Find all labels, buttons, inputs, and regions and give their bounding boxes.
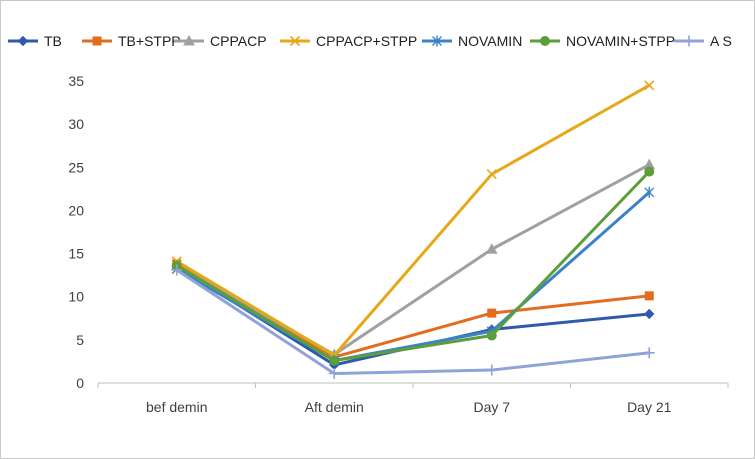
y-tick-label: 20 (68, 202, 84, 218)
legend-swatch-marker (540, 36, 550, 46)
legend-swatch-marker (183, 34, 195, 46)
data-point (487, 308, 497, 318)
series-line (175, 83, 651, 357)
data-point (328, 368, 340, 380)
legend-item: TB+STPP (82, 33, 181, 49)
legend-swatch-marker (683, 35, 695, 47)
legend-swatch-marker (17, 35, 29, 47)
y-tick-label: 5 (76, 332, 84, 348)
x-axis: bef demin Aft demin Day 7 Day 21 (97, 382, 729, 415)
legend-item: NOVAMIN (422, 33, 522, 49)
legend-item: NOVAMIN+STPP (530, 33, 675, 49)
legend-item: CPPACP+STPP (280, 33, 417, 49)
data-point (486, 169, 497, 180)
y-tick-label: 15 (68, 246, 84, 262)
x-tick-label: Aft demin (305, 399, 364, 415)
legend-label: TB+STPP (118, 33, 181, 49)
data-point (644, 186, 655, 198)
legend-item: A S (674, 33, 732, 49)
series-line (175, 170, 651, 363)
legend-label: NOVAMIN+STPP (566, 33, 675, 49)
data-point (329, 355, 340, 366)
x-tick-label: Day 21 (627, 399, 672, 415)
x-tick-label: bef demin (146, 399, 207, 415)
legend-item: CPPACP (174, 33, 267, 49)
legend: TB TB+STPP CPPACP CPPACP+STPP NOVAMIN NOVAMIN… (8, 33, 732, 49)
legend-label: CPPACP (210, 33, 267, 49)
y-tick-label: 25 (68, 159, 84, 175)
data-point (171, 264, 183, 276)
legend-label: CPPACP+STPP (316, 33, 417, 49)
legend-swatch-marker (289, 35, 301, 47)
y-axis: 0 5 10 15 20 25 30 35 (68, 73, 84, 391)
series-group (170, 80, 656, 380)
data-point (485, 243, 498, 254)
legend-swatch-marker (432, 35, 442, 47)
x-tick-label: Day 7 (473, 399, 510, 415)
data-point (644, 80, 655, 91)
data-point (486, 330, 497, 341)
legend-label: TB (44, 33, 62, 49)
legend-item: TB (8, 33, 62, 49)
y-tick-label: 10 (68, 289, 84, 305)
data-point (644, 308, 655, 320)
legend-label: A S (710, 33, 732, 49)
series-5 (171, 166, 655, 366)
legend-label: NOVAMIN (458, 33, 522, 49)
series-line (175, 268, 651, 376)
y-tick-label: 35 (68, 73, 84, 89)
y-tick-label: 0 (76, 375, 84, 391)
data-point (644, 291, 654, 301)
data-point (644, 166, 655, 177)
data-point (643, 347, 655, 359)
y-tick-label: 30 (68, 116, 84, 132)
legend-swatch-marker (92, 36, 102, 46)
data-point (486, 364, 498, 376)
series-6 (171, 264, 655, 380)
